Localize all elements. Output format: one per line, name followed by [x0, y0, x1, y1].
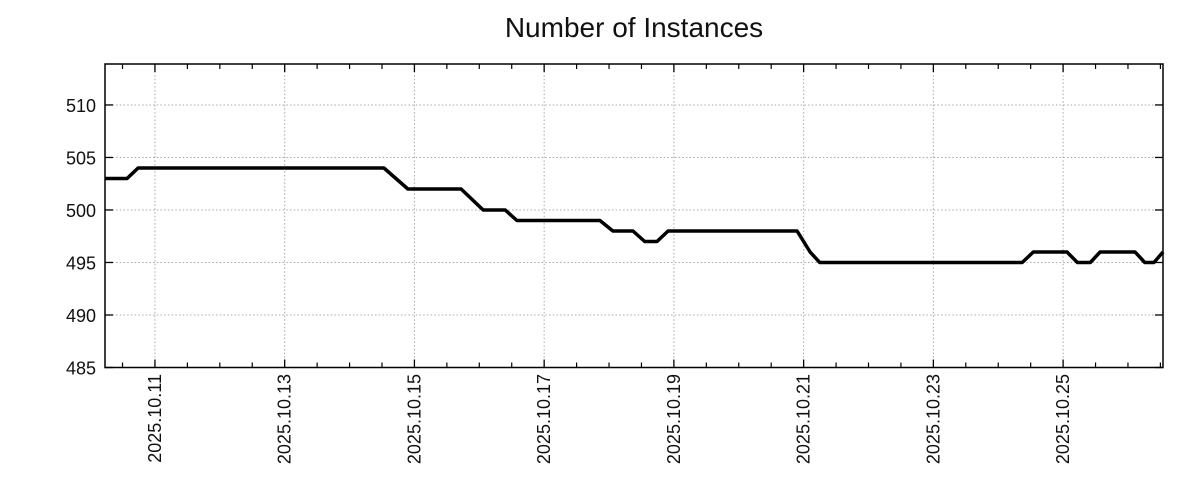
y-tick-label: 500 — [66, 201, 96, 221]
y-tick-label: 495 — [66, 253, 96, 273]
y-tick-label: 490 — [66, 306, 96, 326]
chart-title: Number of Instances — [504, 12, 764, 43]
y-tick-label: 505 — [66, 148, 96, 168]
x-tick-label: 2025.10.23 — [923, 374, 943, 464]
x-tick-label: 2025.10.19 — [664, 374, 684, 464]
x-tick-label: 2025.10.17 — [534, 374, 554, 464]
x-tick-label: 2025.10.13 — [275, 374, 295, 464]
x-tick-label: 2025.10.25 — [1053, 374, 1073, 464]
plot-border — [104, 63, 1164, 369]
x-tick-label: 2025.10.11 — [145, 374, 165, 463]
y-tick-label: 485 — [66, 359, 96, 379]
x-tick-label: 2025.10.21 — [794, 374, 814, 464]
series-line — [105, 166, 1165, 265]
y-tick-label: 510 — [66, 96, 96, 116]
x-tick-label: 2025.10.15 — [404, 374, 424, 464]
